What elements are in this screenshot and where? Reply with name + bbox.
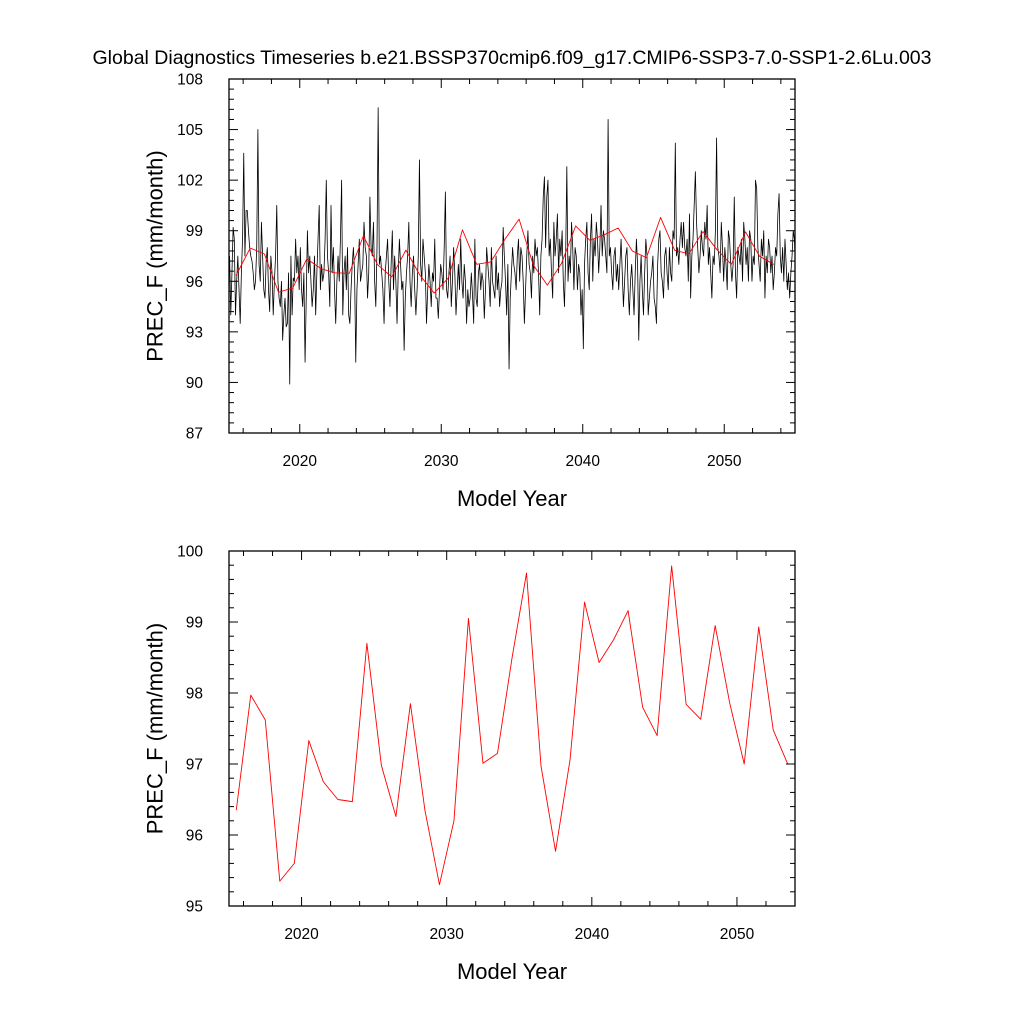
chart-title: Global Diagnostics Timeseries b.e21.BSSP… (93, 47, 932, 69)
bottom-y-axis-label: PREC_F (mm/month) (143, 623, 168, 834)
bottom-x-tick-label: 2020 (284, 926, 319, 943)
bottom-y-tick-label: 98 (186, 686, 203, 703)
top-y-tick-label: 108 (177, 72, 203, 89)
bottom-x-axis-label: Model Year (457, 959, 567, 984)
top-y-tick-label: 102 (177, 173, 203, 190)
top-y-tick-label: 96 (186, 274, 203, 291)
top-x-tick-label: 2050 (707, 453, 742, 470)
bottom-panel: 2020 2030 2040 2050 95 96 97 98 99 100 PREC_F (mm… (143, 544, 796, 984)
top-axes: 2020 2030 2040 2050 87 90 93 96 99 102 105 108 (177, 72, 796, 470)
top-plot-frame (228, 78, 796, 434)
top-plot-lines (229, 107, 795, 385)
bottom-y-tick-label: 97 (186, 757, 203, 774)
bottom-x-tick-label: 2030 (429, 926, 464, 943)
top-x-tick-label: 2030 (424, 453, 459, 470)
top-x-tick-label: 2040 (566, 453, 601, 470)
top-y-tick-label: 99 (186, 223, 203, 240)
top-x-tick-label: 2020 (283, 453, 318, 470)
top-y-tick-label: 105 (177, 122, 203, 139)
top-y-axis-label: PREC_F (mm/month) (143, 150, 168, 361)
top-x-axis-label: Model Year (457, 486, 567, 511)
bottom-x-tick-label: 2050 (720, 926, 755, 943)
bottom-axes: 2020 2030 2040 2050 95 96 97 98 99 100 (177, 544, 796, 943)
top-y-tick-label: 90 (186, 375, 204, 392)
top-annual-series-line (235, 216, 774, 294)
top-monthly-series-line (229, 107, 795, 385)
bottom-annual-series-line (235, 565, 789, 886)
bottom-plot-frame (228, 550, 796, 907)
bottom-plot-lines (235, 565, 789, 886)
bottom-y-tick-label: 99 (186, 615, 203, 632)
bottom-y-tick-label: 95 (186, 899, 203, 916)
top-y-tick-label: 87 (186, 426, 203, 443)
top-panel: 2020 2030 2040 2050 87 90 93 96 99 102 105 108 PREC… (143, 72, 796, 511)
bottom-x-tick-label: 2040 (575, 926, 610, 943)
bottom-y-tick-label: 96 (186, 828, 203, 845)
bottom-y-tick-label: 100 (177, 544, 203, 561)
top-y-tick-label: 93 (186, 324, 203, 341)
